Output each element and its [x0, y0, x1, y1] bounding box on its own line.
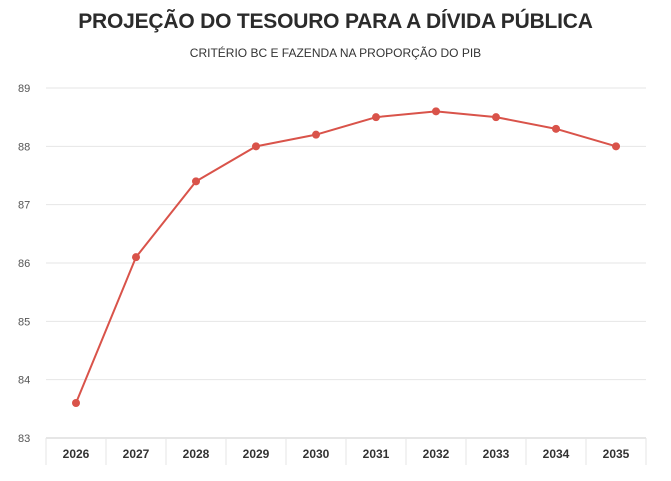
data-point: [612, 142, 620, 151]
y-tick-label: 87: [18, 200, 30, 212]
x-tick-label: 2035: [603, 447, 630, 461]
data-point: [372, 113, 380, 122]
data-point: [132, 253, 140, 262]
chart-subtitle: CRITÉRIO BC E FAZENDA NA PROPORÇÃO DO PI…: [189, 46, 482, 60]
data-point: [552, 124, 560, 133]
x-tick-label: 2030: [303, 447, 330, 461]
data-point: [72, 399, 80, 407]
series-line: [75, 110, 617, 404]
x-tick-label: 2034: [543, 447, 570, 461]
x-tick-label: 2029: [243, 447, 270, 461]
y-tick-label: 83: [18, 433, 30, 445]
x-tick-label: 2026: [63, 447, 90, 461]
data-point: [432, 107, 440, 116]
data-point: [192, 177, 200, 186]
x-tick-label: 2033: [483, 447, 510, 461]
y-tick-label: 85: [18, 316, 30, 328]
data-point: [492, 113, 500, 122]
chart-title: PROJEÇÃO DO TESOURO PARA A DÍVIDA PÚBLIC…: [78, 10, 593, 33]
data-point: [252, 142, 260, 151]
x-tick-label: 2032: [423, 447, 450, 461]
y-tick-label: 89: [18, 83, 30, 95]
data-point: [312, 130, 320, 139]
x-tick-label: 2028: [183, 447, 210, 461]
y-tick-label: 86: [18, 258, 30, 270]
x-tick-label: 2031: [363, 447, 390, 461]
y-tick-label: 84: [18, 375, 30, 387]
y-tick-label: 88: [18, 141, 30, 153]
x-tick-label: 2027: [123, 447, 150, 461]
